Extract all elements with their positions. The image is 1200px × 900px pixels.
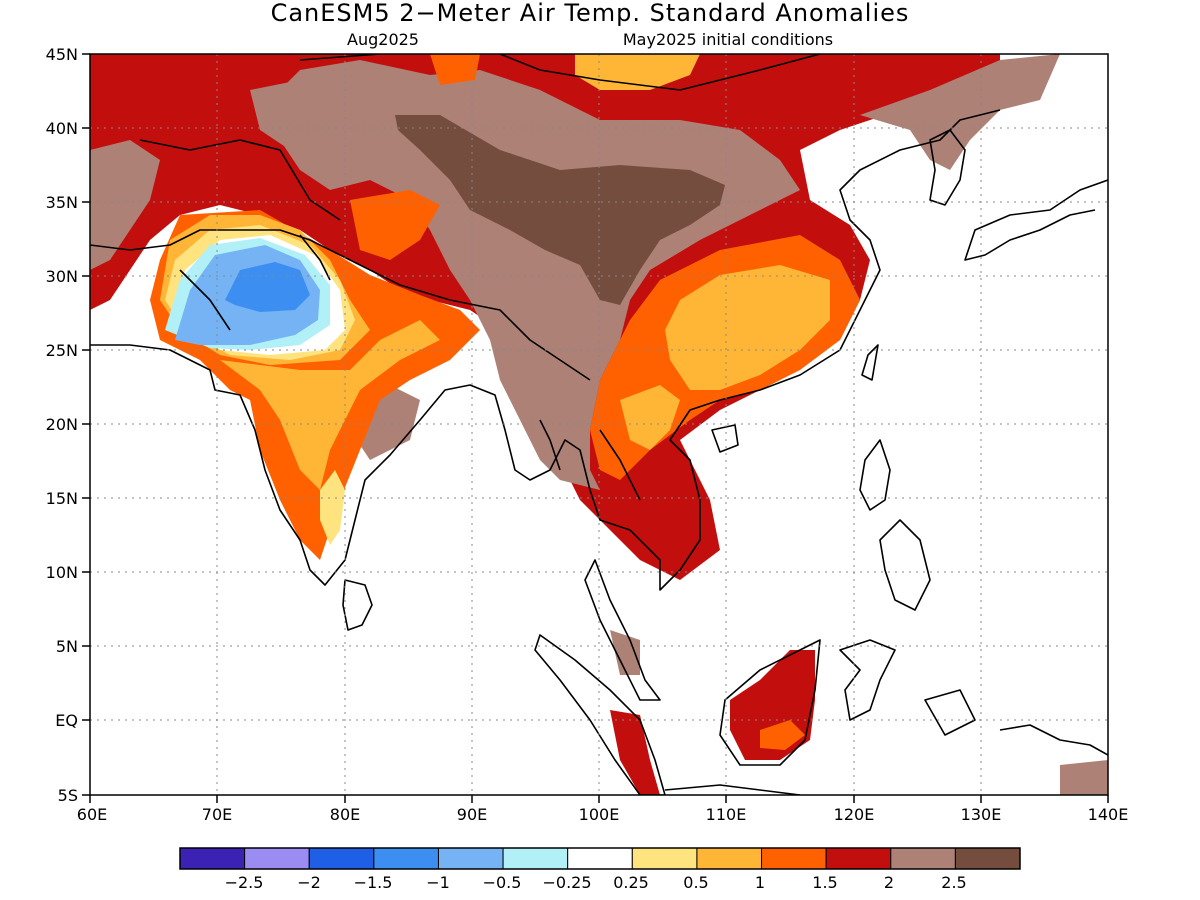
colorbar-label: 0.5: [683, 873, 708, 892]
anomaly-region-2-tibet: [260, 60, 800, 490]
lon-label: 60E: [77, 805, 107, 824]
forecast-month: Aug2025: [347, 30, 419, 49]
graticule: [90, 54, 1108, 795]
colorbar-cell: [696, 847, 763, 870]
colorbar-label: 1.5: [812, 873, 837, 892]
anomaly-region-0.5-india: [220, 320, 440, 490]
anomaly-region-0.25-india: [320, 470, 345, 545]
initial-conditions: May2025 initial conditions: [623, 30, 833, 49]
anomaly-region-0.5-southchina: [665, 265, 830, 390]
lat-label: 10N: [46, 563, 78, 582]
colorbar: −2.5 −2 −1.5 −1 −0.5 −0.25 0.25 0.5 1 1.…: [179, 847, 1021, 892]
lat-label: 5S: [58, 786, 78, 805]
colorbar-cell: [437, 847, 504, 870]
anomaly-region-1-persia: [350, 190, 440, 260]
colorbar-label: 1: [755, 873, 765, 892]
colorbar-cell: [825, 847, 892, 870]
anomaly-region-2-west: [90, 140, 160, 270]
lon-label: 110E: [706, 805, 747, 824]
anomaly-region-1-borneo: [760, 720, 805, 750]
colorbar-cell: [308, 847, 375, 870]
colorbar-cell: [502, 847, 569, 870]
lon-label: 120E: [834, 805, 875, 824]
lon-label: 100E: [579, 805, 620, 824]
colorbar-cell: [567, 847, 633, 870]
coastlines: [90, 54, 1108, 795]
lat-label: 35N: [46, 193, 78, 212]
colorbar-cell: [179, 847, 246, 870]
colorbar-cell: [244, 847, 310, 870]
lon-label: 140E: [1088, 805, 1129, 824]
anomaly-region-2-korea: [860, 54, 1060, 170]
lon-label: 90E: [457, 805, 487, 824]
colorbar-cell: [761, 847, 827, 870]
anomaly-region-2-kazakh: [250, 80, 330, 150]
longitude-axis: 60E 70E 80E 90E 100E 110E 120E 130E 140E: [77, 795, 1129, 824]
colorbar-label: 2: [884, 873, 894, 892]
lon-label: 130E: [961, 805, 1002, 824]
colorbar-label: −2: [297, 873, 321, 892]
colorbar-label: −1: [426, 873, 450, 892]
colorbar-label: −1.5: [354, 873, 393, 892]
lat-label: 45N: [46, 45, 78, 64]
colorbar-label: −2.5: [225, 873, 264, 892]
anomaly-region-1-mongolia: [430, 54, 480, 85]
lat-label: 40N: [46, 119, 78, 138]
colorbar-frame: [179, 847, 1021, 870]
colorbar-label: −0.25: [542, 873, 591, 892]
lon-label: 80E: [330, 805, 360, 824]
colorbar-cell: [373, 847, 439, 870]
anomaly-shading: [90, 54, 1108, 795]
anomaly-region-0.5-indochina: [620, 385, 680, 450]
colorbar-cell: [631, 847, 698, 870]
lat-label: 30N: [46, 267, 78, 286]
anomaly-region-2-malaya: [610, 630, 640, 675]
colorbar-cell: [954, 847, 1021, 870]
lat-label: EQ: [55, 711, 78, 730]
lat-label: 20N: [46, 415, 78, 434]
map-panel: [90, 54, 1108, 795]
anomaly-region-2.5-plateau: [395, 115, 725, 305]
colorbar-label: 0.25: [613, 873, 649, 892]
anomaly-region-1.5-sumatra: [610, 710, 660, 795]
anomaly-region-2-newguinea: [1060, 760, 1108, 795]
lon-label: 70E: [202, 805, 232, 824]
lat-label: 15N: [46, 489, 78, 508]
lat-label: 5N: [56, 637, 78, 656]
latitude-axis: 45N 40N 35N 30N 25N 20N 15N 10N 5N EQ 5S: [46, 45, 90, 805]
anomaly-region-minus1: [225, 262, 310, 312]
colorbar-label: 2.5: [941, 873, 966, 892]
map-title: CanESM5 2−Meter Air Temp. Standard Anoma…: [271, 0, 910, 27]
colorbar-label: −0.5: [483, 873, 522, 892]
lat-label: 25N: [46, 341, 78, 360]
colorbar-cell: [890, 847, 956, 870]
